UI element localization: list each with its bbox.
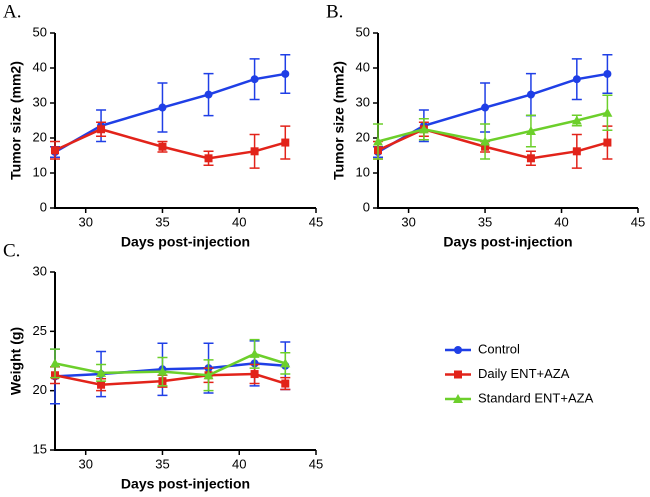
panel-label: C. (3, 240, 20, 261)
marker (481, 103, 490, 112)
legend-label: Standard ENT+AZA (478, 390, 594, 405)
marker (526, 90, 535, 99)
marker (454, 346, 462, 354)
x-tick-label: 40 (554, 214, 568, 229)
y-tick-label: 15 (33, 441, 47, 456)
x-tick-label: 45 (309, 456, 323, 471)
series-line (54, 362, 286, 378)
marker (454, 370, 462, 379)
x-tick-label: 30 (401, 214, 415, 229)
marker (572, 75, 581, 84)
marker (158, 142, 167, 151)
x-axis-label: Days post-injection (121, 476, 250, 492)
y-tick-label: 30 (33, 263, 47, 278)
marker (281, 138, 290, 147)
y-tick-label: 20 (33, 129, 47, 144)
legend-label: Control (478, 341, 520, 356)
y-tick-label: 10 (33, 164, 47, 179)
marker (281, 69, 290, 78)
marker (250, 370, 259, 379)
x-tick-label: 45 (631, 214, 645, 229)
series-line (54, 72, 286, 154)
marker (571, 115, 582, 125)
marker (603, 69, 612, 78)
marker (97, 125, 106, 134)
marker (280, 358, 291, 368)
axes (54, 33, 316, 209)
marker (250, 75, 259, 84)
marker (453, 394, 463, 403)
marker (525, 126, 536, 135)
series-line (54, 127, 286, 160)
x-tick-label: 35 (155, 214, 169, 229)
panel-label: B. (326, 1, 343, 22)
marker (50, 358, 60, 368)
y-tick-label: 0 (363, 199, 370, 214)
x-tick-label: 45 (309, 214, 323, 229)
axes (377, 33, 638, 209)
x-axis-label: Days post-injection (443, 234, 572, 250)
y-tick-label: 50 (356, 24, 370, 39)
marker (526, 154, 535, 163)
marker (204, 90, 213, 99)
marker (480, 136, 491, 146)
x-tick-label: 35 (155, 456, 169, 471)
x-tick-label: 30 (78, 214, 92, 229)
marker (418, 124, 429, 134)
series-line (377, 127, 608, 160)
marker (249, 348, 260, 358)
legend-label: Daily ENT+AZA (478, 366, 570, 381)
x-tick-label: 35 (478, 214, 492, 229)
marker (203, 370, 214, 380)
y-tick-label: 40 (33, 59, 47, 74)
x-axis-label: Days post-injection (121, 234, 250, 250)
panel-label: A. (3, 1, 21, 22)
series-line (377, 111, 608, 143)
y-tick-label: 0 (40, 199, 47, 214)
marker (97, 380, 106, 389)
marker (281, 379, 290, 388)
marker (572, 147, 581, 156)
y-axis-label: Tumor size (mm2) (8, 61, 24, 180)
marker (204, 154, 213, 163)
y-tick-label: 30 (356, 94, 370, 109)
y-axis-label: Tumor size (mm2) (331, 61, 347, 180)
x-tick-label: 40 (232, 214, 246, 229)
x-tick-label: 30 (78, 456, 92, 471)
marker (373, 136, 383, 146)
y-tick-label: 50 (33, 24, 47, 39)
y-tick-label: 40 (356, 59, 370, 74)
marker (250, 147, 259, 156)
marker (157, 366, 168, 376)
axes (54, 272, 316, 451)
marker (51, 146, 59, 155)
series-line (54, 372, 286, 386)
x-tick-label: 40 (232, 456, 246, 471)
y-tick-label: 20 (33, 382, 47, 397)
y-tick-label: 10 (356, 164, 370, 179)
y-tick-label: 25 (33, 323, 47, 338)
marker (603, 138, 612, 147)
y-tick-label: 30 (33, 94, 47, 109)
marker (96, 367, 107, 377)
series-line (54, 352, 286, 377)
marker (602, 107, 613, 117)
y-axis-label: Weight (g) (8, 327, 24, 395)
marker (158, 103, 167, 112)
y-tick-label: 20 (356, 129, 370, 144)
